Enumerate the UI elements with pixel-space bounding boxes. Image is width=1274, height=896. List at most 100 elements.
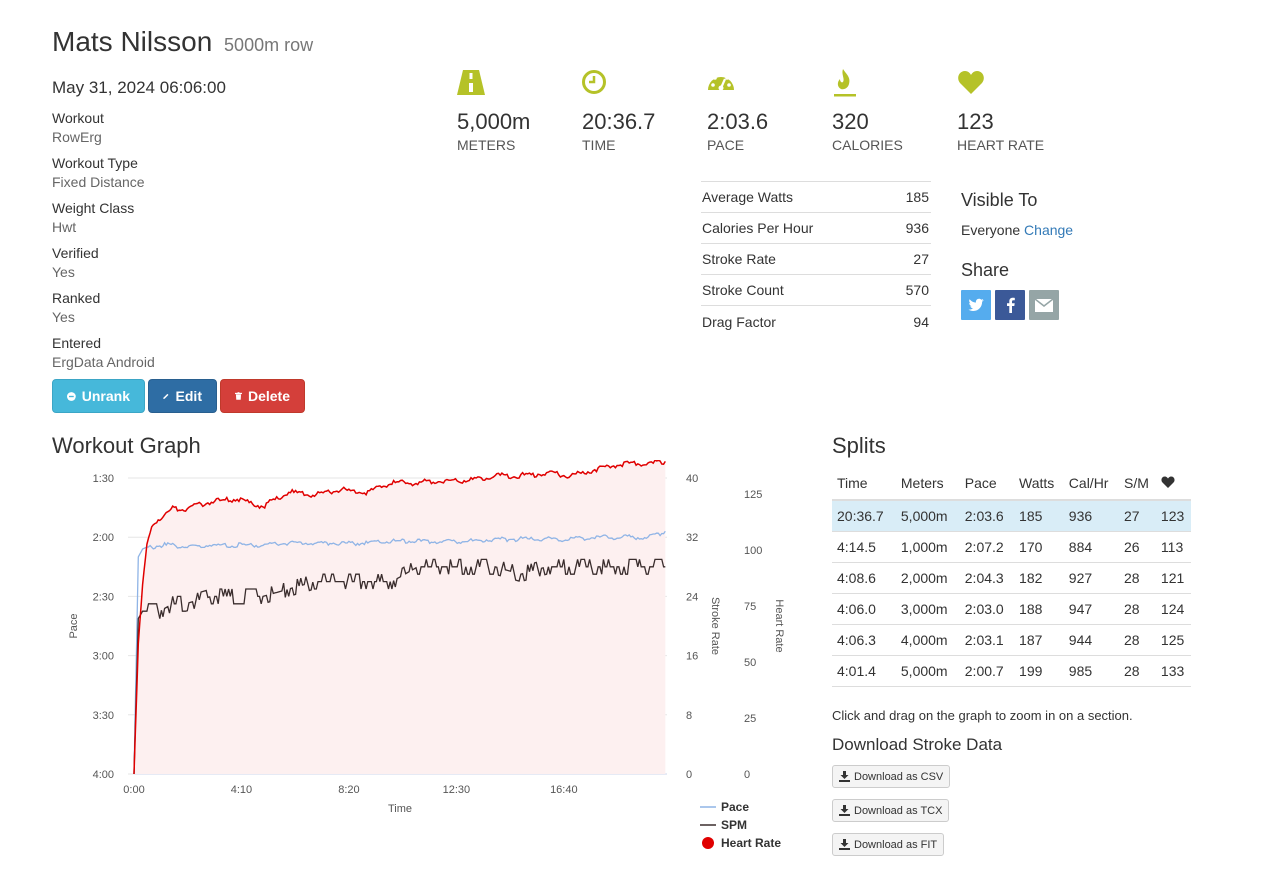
time-tick-label: 16:40 (550, 784, 578, 796)
stat-heart-rate: 123 HEART RATE (957, 68, 1067, 153)
time-tick-label: 0:00 (123, 784, 144, 796)
visibility-value: Everyone (961, 222, 1021, 238)
download-fit-button[interactable]: Download as FIT (832, 833, 945, 856)
splits-cell: 2:07.2 (959, 531, 1015, 563)
splits-cell: 944 (1063, 624, 1119, 656)
speedometer-icon (708, 73, 734, 91)
detail-label: Workout (52, 110, 104, 126)
spm-tick-label: 40 (686, 473, 698, 485)
pace-tick-label: 2:00 (93, 532, 114, 544)
detail-label: Entered (52, 335, 102, 351)
minus-circle-icon (67, 391, 76, 401)
action-buttons: Unrank Edit Delete (52, 379, 305, 413)
heart-rate-tick-label: 50 (744, 657, 756, 669)
splits-cell: 947 (1063, 593, 1119, 625)
stroke-rate-axis-label: Stroke Rate (709, 597, 721, 655)
edit-button[interactable]: Edit (148, 379, 217, 413)
splits-cell: 2,000m (895, 562, 960, 594)
splits-cell: 28 (1118, 624, 1156, 656)
download-icon (839, 839, 850, 850)
detail-label: Workout Type (52, 155, 138, 171)
legend-heart-rate-swatch (702, 837, 714, 849)
delete-button[interactable]: Delete (220, 379, 305, 413)
pace-axis: 1:30 2:00 2:30 3:00 3:30 4:00 (93, 473, 114, 781)
splits-cell: 182 (1014, 562, 1064, 594)
stat-label: CALORIES (832, 137, 903, 153)
edit-label: Edit (175, 388, 202, 404)
stat-calories: 320 CALORIES (832, 68, 942, 153)
spm-tick-label: 32 (686, 532, 698, 544)
time-axis-label: Time (388, 803, 412, 815)
splits-cell: 985 (1063, 655, 1119, 687)
splits-cell: 28 (1118, 562, 1156, 594)
stat-value: 5,000m (457, 109, 531, 134)
heart-rate-tick-label: 125 (744, 489, 762, 501)
chart-legend: Pace SPM Heart Rate (700, 800, 781, 850)
splits-cell: 927 (1063, 562, 1119, 594)
splits-header-row: Time Meters Pace Watts Cal/Hr S/M (832, 467, 1191, 501)
legend-heart-rate-label: Heart Rate (721, 836, 781, 850)
unrank-label: Unrank (81, 388, 130, 404)
splits-row: 4:06.0 3,000m 2:03.0 188 947 28 124 (832, 593, 1191, 625)
metric-value: 27 (913, 251, 929, 267)
legend-pace-label: Pace (721, 800, 749, 814)
road-icon (457, 70, 485, 95)
stat-value: 123 (957, 109, 994, 134)
stat-label: HEART RATE (957, 137, 1045, 153)
splits-cell: 2:03.0 (959, 593, 1015, 625)
metric-value: 94 (913, 313, 929, 330)
time-tick-label: 12:30 (443, 784, 471, 796)
splits-cell: 4:08.6 (832, 562, 896, 594)
heart-rate-tick-label: 100 (744, 545, 762, 557)
spm-series-line (133, 558, 666, 775)
detail-value: Yes (52, 309, 75, 325)
splits-cell: 5,000m (895, 655, 960, 687)
time-axis: 0:00 4:10 8:20 12:30 16:40 (123, 784, 577, 796)
workout-date: May 31, 2024 06:06:00 (52, 78, 226, 97)
splits-cell: 4,000m (895, 624, 960, 656)
stat-label: TIME (582, 137, 616, 153)
stat-pace: 2:03.6 PACE (707, 68, 817, 153)
splits-cell: 113 (1155, 531, 1191, 563)
athlete-name: Mats Nilsson (52, 26, 213, 57)
splits-cell: 199 (1014, 655, 1064, 687)
change-visibility-link[interactable]: Change (1024, 222, 1074, 238)
splits-row: 20:36.7 5,000m 2:03.6 185 936 27 123 (832, 500, 1191, 532)
splits-cell: 125 (1155, 624, 1191, 656)
download-csv-button[interactable]: Download as CSV (832, 765, 951, 788)
clock-icon (582, 70, 606, 94)
splits-cell: 188 (1014, 593, 1064, 625)
detail-value: Fixed Distance (52, 174, 145, 190)
stat-label: PACE (707, 137, 745, 153)
facebook-icon (1006, 297, 1015, 313)
metric-label: Drag Factor (702, 313, 776, 330)
email-share-button[interactable] (1029, 290, 1059, 320)
splits-cell: 2:03.6 (959, 500, 1015, 532)
metric-label: Calories Per Hour (702, 220, 814, 236)
twitter-share-button[interactable] (961, 290, 991, 320)
splits-cell: 185 (1014, 500, 1064, 532)
stat-value: 20:36.7 (582, 109, 656, 134)
spm-tick-label: 8 (686, 710, 692, 722)
splits-cell: 2:03.1 (959, 624, 1015, 656)
spm-tick-label: 16 (686, 651, 698, 663)
time-tick-label: 8:20 (338, 784, 359, 796)
splits-cell: 4:01.4 (832, 655, 896, 687)
detail-weight-class: Weight Class Hwt (52, 199, 352, 244)
pace-axis-label: Pace (68, 613, 80, 638)
splits-col-time: Time (832, 467, 896, 501)
pace-tick-label: 1:30 (93, 473, 114, 485)
download-icon (839, 771, 850, 782)
workout-graph-heading: Workout Graph (52, 433, 201, 458)
heart-rate-axis: 125 100 75 50 25 0 (744, 489, 762, 781)
unrank-button[interactable]: Unrank (52, 379, 145, 413)
splits-cell: 28 (1118, 655, 1156, 687)
heart-rate-tick-label: 0 (744, 769, 750, 781)
splits-cell: 170 (1014, 531, 1064, 563)
detail-workout: Workout RowErg (52, 109, 352, 154)
download-tcx-button[interactable]: Download as TCX (832, 799, 950, 822)
splits-table: Time Meters Pace Watts Cal/Hr S/M 20:36.… (832, 467, 1191, 687)
spm-tick-label: 24 (686, 591, 698, 603)
facebook-share-button[interactable] (995, 290, 1025, 320)
